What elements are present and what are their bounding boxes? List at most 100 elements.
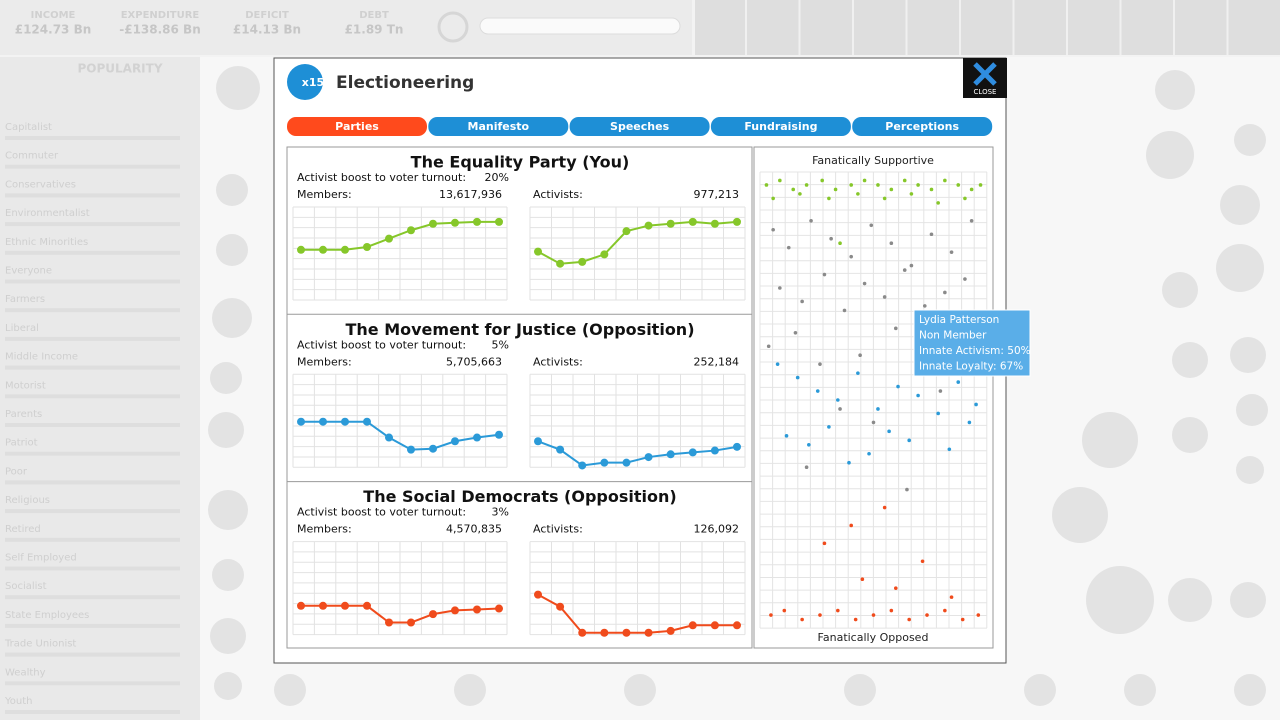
stat-label: DEFICIT [245,10,289,21]
voter-dot [769,613,773,617]
chart-point [363,417,371,426]
bg-icon [216,174,248,206]
bg-icon [1172,417,1208,453]
stat-value: £1.89 Tn [345,23,404,37]
voter-dot [920,559,925,564]
party-name: The Equality Party (You) [411,153,630,172]
boost-value: 5% [492,338,509,351]
bg-icon [1234,124,1266,156]
voter-dot [793,331,798,335]
turn-progress [479,17,681,35]
bg-icon [1172,342,1208,378]
chart-point [429,219,437,228]
chart-point [556,445,565,454]
chart-point [578,257,587,266]
group-name: Commuter [5,151,59,162]
voter-dot [882,295,887,299]
members-label: Members: [297,523,352,536]
group-name: Trade Unionist [4,639,76,650]
group-bar [5,365,180,370]
close-icon[interactable] [973,62,997,86]
voter-dot [858,353,862,358]
dialog-title: Electioneering [336,73,474,93]
chart-point [451,437,459,446]
bg-icon [210,618,246,654]
voter-dot [849,254,853,259]
tab-label[interactable]: Speeches [610,120,670,133]
voter-dot [771,227,775,232]
chart-point [710,446,719,455]
chart-point [495,430,503,439]
group-name: Middle Income [5,352,78,363]
voter-dot [907,617,911,622]
bg-icon [1230,582,1266,618]
voter-dot [974,402,978,407]
chart-point [600,458,609,467]
chart-point [319,245,327,254]
chart-point [319,601,327,610]
toolbar [695,0,1280,55]
tab-label[interactable]: Perceptions [885,120,959,133]
tab[interactable] [710,117,851,136]
voter-dot [800,299,804,304]
close-label[interactable]: CLOSE [974,88,997,96]
bg-icon [1162,272,1198,308]
chart-point [556,259,565,268]
tab-label[interactable]: Fundraising [744,120,817,133]
chart-point [385,618,393,627]
chart-point [534,247,542,256]
voter-dot [949,250,954,254]
tab[interactable] [428,117,569,136]
group-name: Socialist [5,581,47,592]
clock-icon [437,11,469,43]
chart-point [733,621,741,630]
chart-point [473,217,481,226]
group-bar [5,451,180,456]
chart-point [666,219,675,228]
tab-label[interactable]: Manifesto [468,120,530,133]
group-bar [5,537,180,542]
chart-line [537,593,737,634]
voter-dot [833,187,838,192]
voter-dot [842,308,847,313]
tab[interactable] [569,117,710,136]
chart-point [534,590,542,599]
voter-dot [929,187,934,192]
voter-dot [871,613,876,617]
chart-point [407,445,415,454]
members-label: Members: [297,355,352,368]
stat-value: -£138.86 Bn [119,23,201,37]
chart-point [341,601,349,610]
tab[interactable] [852,117,993,136]
bg-icon [216,66,260,110]
voter-dot [838,241,842,245]
voter-dot [862,178,867,183]
chart-point [297,245,305,254]
activists-value: 977,213 [694,188,740,201]
bg-icon [216,234,248,266]
voter-dot [889,608,894,613]
group-bar [5,308,180,313]
chart-point [666,450,675,459]
voter-dot [853,617,858,622]
close-button[interactable]: CLOSE [963,58,1007,98]
voter-dot [894,586,898,590]
chart-point [297,601,305,610]
party-name: The Social Democrats (Opposition) [363,487,676,506]
voter-dot [909,192,914,196]
badge [287,64,323,100]
close-bg[interactable] [963,58,1007,98]
group-name: Retired [5,524,41,535]
party-name: The Movement for Justice (Opposition) [345,320,694,339]
group-name: Liberal [5,323,39,334]
top-stats: INCOME £124.73 Bn EXPENDITURE -£138.86 Bn DE… [15,10,404,37]
tab[interactable] [287,117,427,136]
stat-label: DEBT [359,10,389,21]
chart-point [644,221,653,230]
boost-value: 20% [485,171,509,184]
voter-dot [800,617,804,622]
voter-dot [815,389,820,393]
tab-label[interactable]: Parties [335,120,379,133]
boost-label: Activist boost to voter turnout: [297,171,466,184]
